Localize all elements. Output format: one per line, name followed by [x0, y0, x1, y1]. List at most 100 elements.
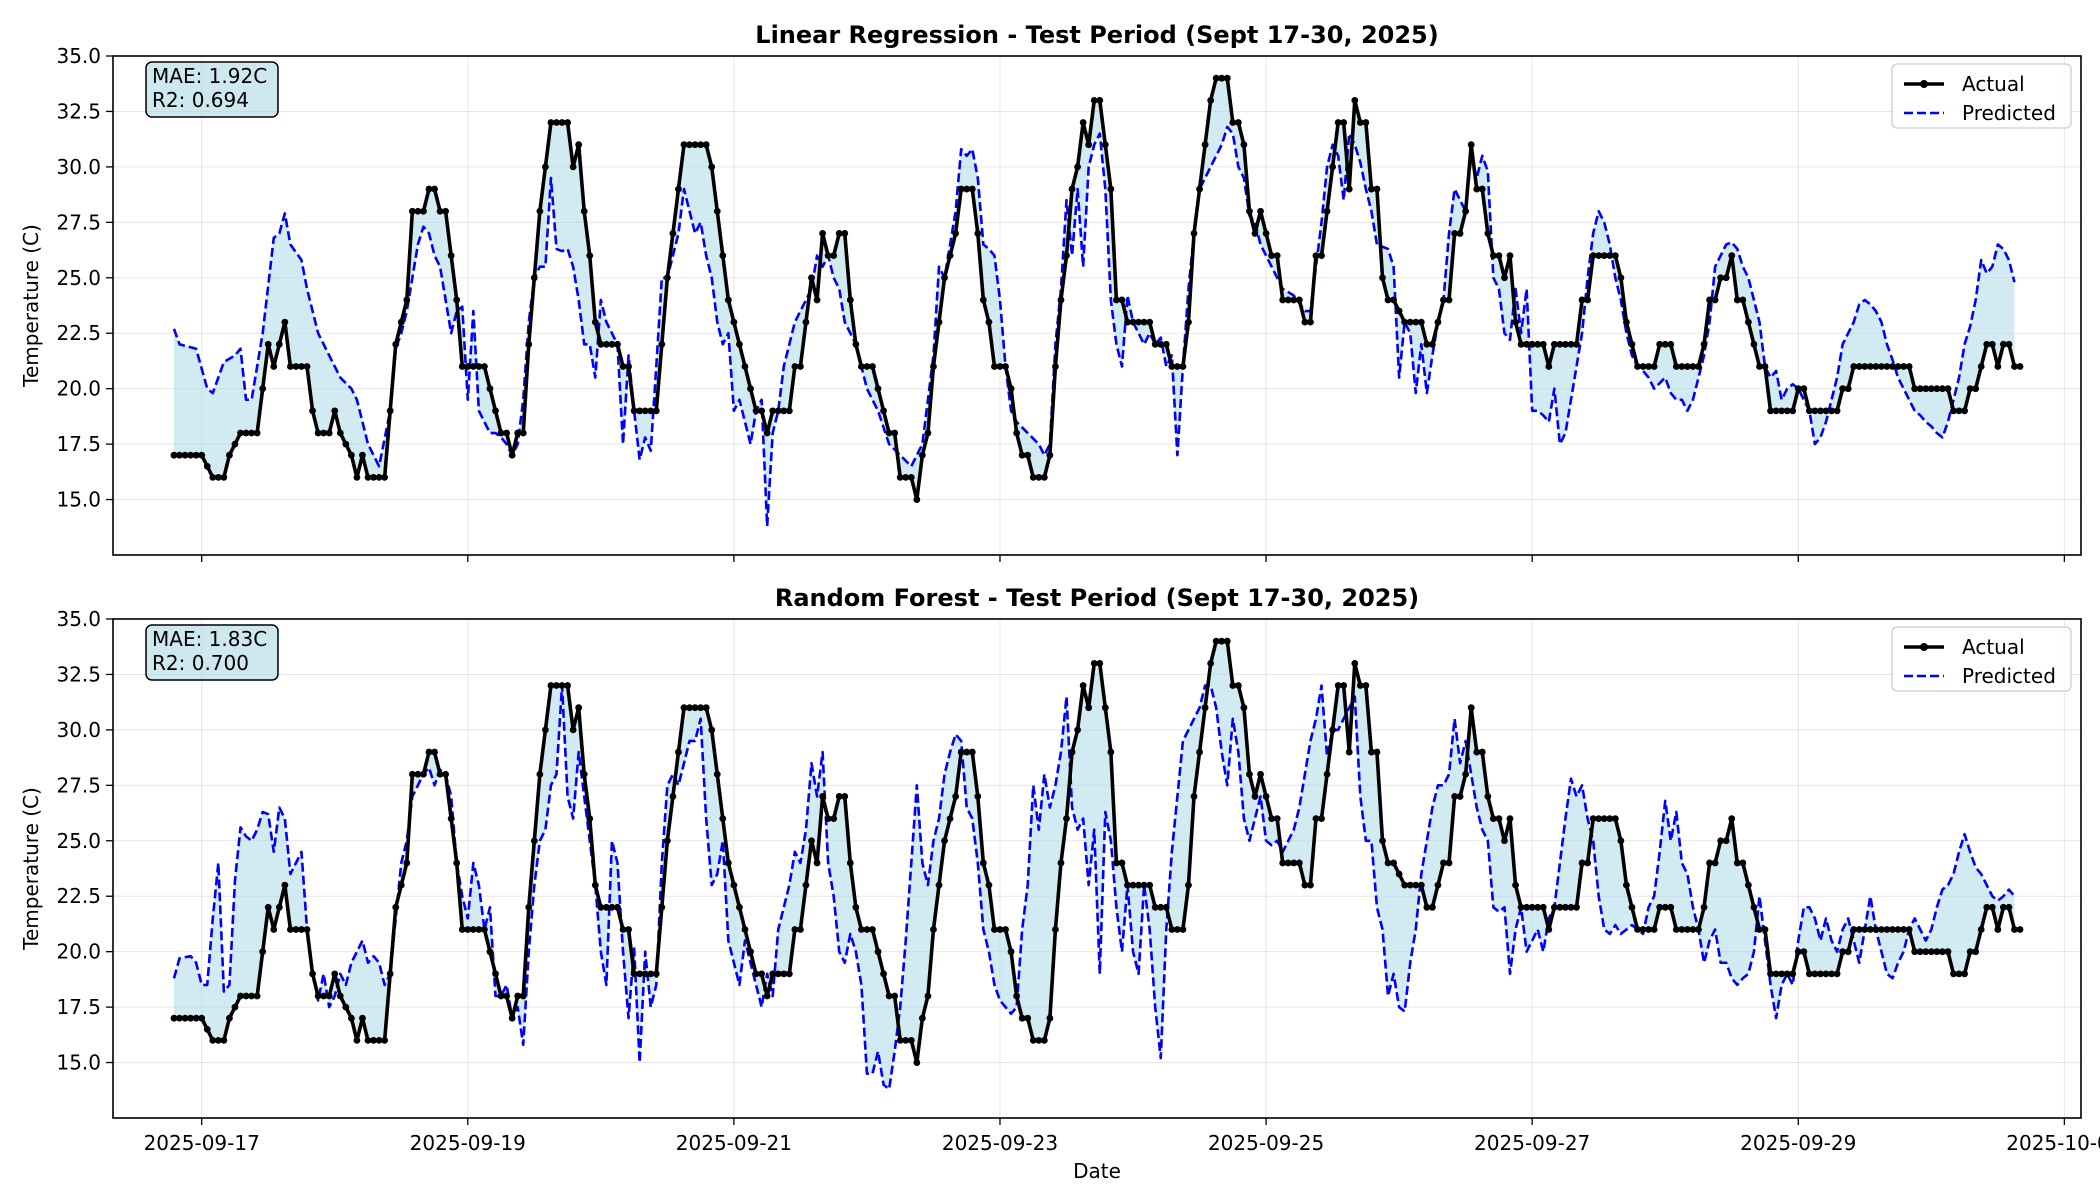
actual-line — [173, 639, 2021, 1065]
actual-point — [874, 948, 882, 956]
actual-point — [780, 970, 788, 978]
actual-point — [869, 363, 876, 370]
actual-point — [336, 429, 344, 437]
actual-point — [475, 926, 483, 933]
actual-point — [253, 429, 261, 437]
actual-point — [1146, 318, 1154, 326]
actual-point — [1916, 948, 1924, 956]
actual-point — [1107, 185, 1115, 193]
actual-point — [431, 748, 438, 756]
actual-point — [1002, 926, 1009, 933]
actual-point — [930, 363, 937, 370]
actual-point — [1395, 870, 1403, 878]
actual-point — [1939, 948, 1946, 956]
actual-point — [536, 207, 544, 215]
actual-point — [259, 948, 267, 956]
actual-point — [1794, 948, 1802, 956]
actual-point — [841, 230, 849, 237]
panel-random-forest: 15.0 17.5 20.0 22.5 25.0 27.5 30.0 32.5 35.0 202… — [19, 584, 2100, 1155]
actual-point — [1401, 318, 1409, 326]
actual-point — [1822, 970, 1830, 978]
actual-point — [1423, 340, 1431, 348]
actual-point — [885, 992, 893, 1000]
actual-point — [1539, 903, 1547, 911]
actual-point — [1467, 141, 1475, 149]
actual-point — [736, 340, 743, 348]
actual-point — [1623, 318, 1630, 326]
actual-point — [1018, 451, 1026, 459]
actual-point — [264, 903, 272, 911]
actual-point — [1146, 881, 1154, 889]
actual-point — [242, 992, 250, 1000]
actual-point — [1246, 770, 1253, 778]
actual-point — [558, 119, 566, 126]
actual-point — [1900, 926, 1907, 933]
actual-point — [1800, 948, 1808, 956]
actual-point — [508, 451, 516, 459]
actual-point — [1207, 659, 1215, 667]
actual-point — [1639, 363, 1647, 370]
actual-point — [963, 185, 971, 193]
actual-point — [1229, 119, 1237, 126]
actual-point — [1007, 385, 1015, 393]
actual-point — [425, 748, 433, 756]
y-tick-label: 30.0 — [56, 718, 101, 742]
actual-point — [408, 770, 416, 778]
actual-line — [173, 76, 2021, 502]
actual-point — [170, 451, 178, 459]
actual-point — [785, 970, 793, 978]
actual-point — [248, 992, 255, 1000]
actual-point — [791, 926, 799, 933]
actual-point — [481, 363, 488, 370]
actual-point — [364, 1036, 372, 1044]
actual-point — [713, 770, 721, 778]
actual-point — [1173, 363, 1181, 370]
actual-point — [1140, 318, 1148, 326]
actual-point — [774, 407, 782, 415]
actual-point — [203, 1025, 211, 1033]
actual-point — [347, 451, 355, 459]
actual-point — [1711, 859, 1719, 867]
actual-point — [636, 970, 644, 978]
actual-series — [170, 74, 2024, 503]
actual-point — [275, 903, 283, 911]
actual-point — [1473, 748, 1481, 756]
actual-point — [880, 407, 887, 415]
actual-point — [1462, 207, 1470, 215]
actual-point — [1517, 903, 1525, 911]
actual-point — [763, 429, 771, 437]
actual-point — [1623, 881, 1630, 889]
actual-point — [1811, 970, 1819, 978]
actual-point — [375, 1036, 383, 1044]
actual-point — [608, 340, 616, 348]
actual-point — [1650, 363, 1658, 370]
actual-point — [1645, 926, 1652, 933]
actual-point — [1251, 793, 1259, 800]
actual-point — [1029, 1036, 1037, 1044]
actual-point — [198, 1014, 206, 1022]
actual-point — [287, 926, 294, 933]
actual-point — [736, 903, 743, 911]
actual-point — [863, 926, 871, 933]
actual-point — [1684, 926, 1691, 933]
actual-point — [1517, 340, 1525, 348]
actual-point — [1007, 948, 1015, 956]
actual-point — [2011, 363, 2018, 370]
actual-point — [237, 429, 244, 437]
actual-point — [663, 274, 671, 282]
actual-point — [1944, 948, 1952, 956]
actual-point — [1268, 252, 1276, 259]
x-tick-label: 2025-10-01 — [2006, 1131, 2100, 1155]
actual-point — [226, 1014, 233, 1022]
actual-point — [1534, 903, 1542, 911]
r2-text: R2: 0.694 — [152, 88, 249, 112]
actual-point — [287, 363, 294, 370]
actual-point — [264, 340, 272, 348]
actual-point — [564, 682, 571, 689]
actual-point — [852, 903, 860, 911]
actual-point — [769, 970, 777, 978]
actual-point — [1961, 970, 1968, 978]
actual-point — [1844, 385, 1852, 393]
actual-point — [1667, 903, 1675, 911]
actual-point — [730, 881, 738, 889]
